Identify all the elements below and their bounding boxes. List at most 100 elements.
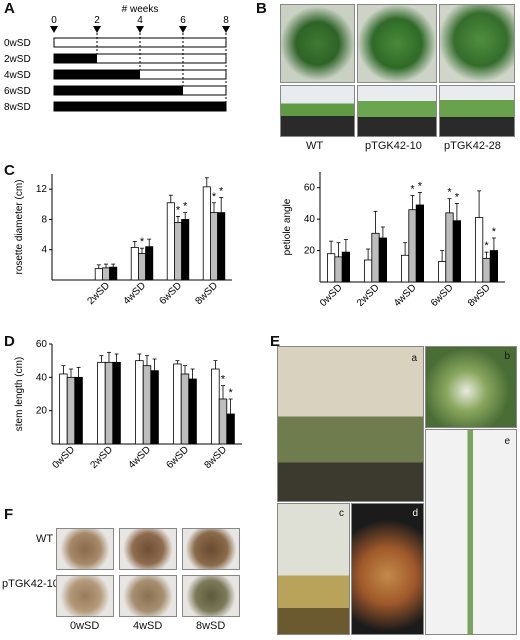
- photo-wt-top: [280, 4, 355, 83]
- tick-label-4: 4: [137, 15, 143, 26]
- bar-s2-c3: [452, 220, 461, 283]
- row-label-6wsd: 6wSD: [4, 86, 31, 97]
- star-c4-s1: *: [484, 240, 489, 252]
- row-sd-fill-6wsd: [54, 86, 183, 95]
- bar-s2-c4: [489, 250, 498, 283]
- bar-s2-c2: [150, 370, 159, 445]
- bar-s1-c1: [371, 232, 380, 283]
- sublabel-d: d: [412, 508, 418, 519]
- bar-s1-c3: [180, 373, 190, 445]
- bar-s1-c2: [142, 365, 152, 445]
- star-c2-s2: *: [418, 180, 423, 192]
- y-tick-label-60: 60: [36, 339, 48, 350]
- bar-s1-c4: [209, 212, 218, 281]
- star-c2-s1: *: [410, 184, 415, 196]
- col-label-8wsd: 8wSD: [196, 620, 226, 632]
- sublabel-b: b: [504, 351, 510, 362]
- tick-label-0: 0: [51, 15, 57, 26]
- star-c4-s2: *: [219, 185, 224, 197]
- bar-s2-c3: [181, 219, 190, 281]
- tick-marker-2: [93, 26, 101, 33]
- label-ptgk42-10: pTGK42-10: [365, 140, 422, 152]
- bar-s1-c3: [445, 212, 454, 283]
- bar-s0-c2: [400, 254, 410, 283]
- bar-s0-c3: [166, 202, 175, 281]
- y-axis-label: stem length (cm): [14, 357, 25, 431]
- star-c4-s2: *: [492, 226, 497, 238]
- row-label-wt: WT: [36, 533, 54, 545]
- panel-letter-c: C: [4, 162, 15, 179]
- panel-letter-b: B: [256, 0, 267, 17]
- star-c3-s1: *: [447, 187, 452, 199]
- chart-rosette-diameter: rosette diameter (cm) 4 8 12 2wSD 4wSD 6wSD 8wS…: [14, 174, 232, 307]
- bar-s2-c1: [378, 237, 387, 283]
- bar-s0-c2: [135, 360, 144, 445]
- x-tick-label-4wsd: 4wSD: [121, 280, 148, 307]
- row-sd-fill-8wsd: [54, 102, 226, 111]
- tick-label-8: 8: [223, 15, 229, 26]
- seed-photo-10-0: [56, 575, 114, 617]
- y-tick-label-60: 60: [304, 183, 316, 194]
- x-tick-label-2wsd: 2wSD: [85, 280, 112, 307]
- bar-s2-c1: [109, 266, 118, 281]
- label-wt: WT: [306, 140, 324, 152]
- x-tick-label-6wsd: 6wSD: [157, 280, 184, 307]
- tick-marker-4: [136, 26, 144, 33]
- row-label-2wsd: 2wSD: [4, 54, 31, 65]
- x-tick-label-0wsd: 0wSD: [50, 444, 77, 471]
- star-c3-s2: *: [455, 191, 460, 203]
- bar-s2-c4: [226, 413, 235, 445]
- bar-s1-c4: [218, 398, 228, 445]
- x-tick-label-4wsd: 4wSD: [392, 282, 419, 309]
- chart-petiole-angle: petiole angle 20 40 60 0wSD 2wSD 4wSD 6wSD 8wSD *…: [282, 172, 505, 309]
- y-tick-label-4: 4: [41, 245, 47, 256]
- x-tick-label-8wsd: 8wSD: [466, 282, 493, 309]
- row-sd-fill-2wsd: [54, 54, 97, 63]
- panel-letter-f: F: [4, 506, 14, 523]
- tick-marker-8: [222, 26, 230, 33]
- y-tick-label-40: 40: [36, 372, 48, 383]
- photo-e-a: a: [277, 346, 424, 502]
- star-c2-s1: *: [140, 236, 145, 248]
- axis-title-weeks: # weeks: [122, 4, 159, 15]
- tick-label-6: 6: [180, 15, 186, 26]
- y-axis-label: petiole angle: [282, 198, 293, 255]
- star-c3-s1: *: [176, 204, 181, 216]
- bar-s0-c4: [211, 368, 220, 445]
- panel-a-timeline: # weeks 0 2 4 6 8 0wSD 2wSD 4wSD 6wSD 8wSD: [4, 4, 230, 113]
- bar-s0-c3: [173, 363, 182, 445]
- x-tick-label-8wsd: 8wSD: [202, 444, 229, 471]
- x-tick-label-2wsd: 2wSD: [88, 444, 115, 471]
- row-sd-fill-4wsd: [54, 70, 140, 79]
- bar-s0-c1: [94, 268, 103, 281]
- x-tick-label-2wsd: 2wSD: [355, 282, 382, 309]
- chart-stem-length: stem length (cm) 20 40 60 0wSD 2wSD 4wSD 6wSD 8w…: [14, 339, 242, 471]
- star-c4-s1: *: [212, 191, 217, 203]
- bar-s2-c0: [74, 376, 83, 445]
- bar-s2-c4: [217, 212, 226, 281]
- bar-s0-c0: [59, 373, 68, 445]
- y-tick-label-12: 12: [36, 184, 48, 195]
- seed-photo-wt-4: [119, 528, 177, 570]
- star-c4-s2: *: [228, 387, 233, 399]
- bar-s1-c1: [104, 361, 114, 445]
- sublabel-e: e: [504, 436, 510, 447]
- panel-letter-e: E: [270, 333, 281, 350]
- col-label-4wsd: 4wSD: [133, 620, 163, 632]
- photo-e-b: b: [425, 346, 517, 428]
- row-label-ptgk42-10: pTGK42-10: [2, 578, 59, 590]
- y-tick-label-8: 8: [41, 214, 47, 225]
- bar-s0-c2: [130, 247, 139, 281]
- bar-s2-c2: [415, 204, 424, 283]
- x-tick-label-0wsd: 0wSD: [318, 282, 345, 309]
- bar-s2-c1: [112, 361, 121, 445]
- bar-s0-c4: [474, 217, 484, 283]
- star-c3-s2: *: [183, 201, 188, 213]
- seed-photo-10-8: [182, 575, 240, 617]
- tick-label-2: 2: [94, 15, 100, 26]
- bar-s2-c0: [341, 251, 350, 283]
- row-label-4wsd: 4wSD: [4, 70, 31, 81]
- bar-s1-c1: [102, 267, 111, 281]
- seed-photo-wt-0: [56, 528, 114, 570]
- panel-letter-a: A: [4, 0, 15, 17]
